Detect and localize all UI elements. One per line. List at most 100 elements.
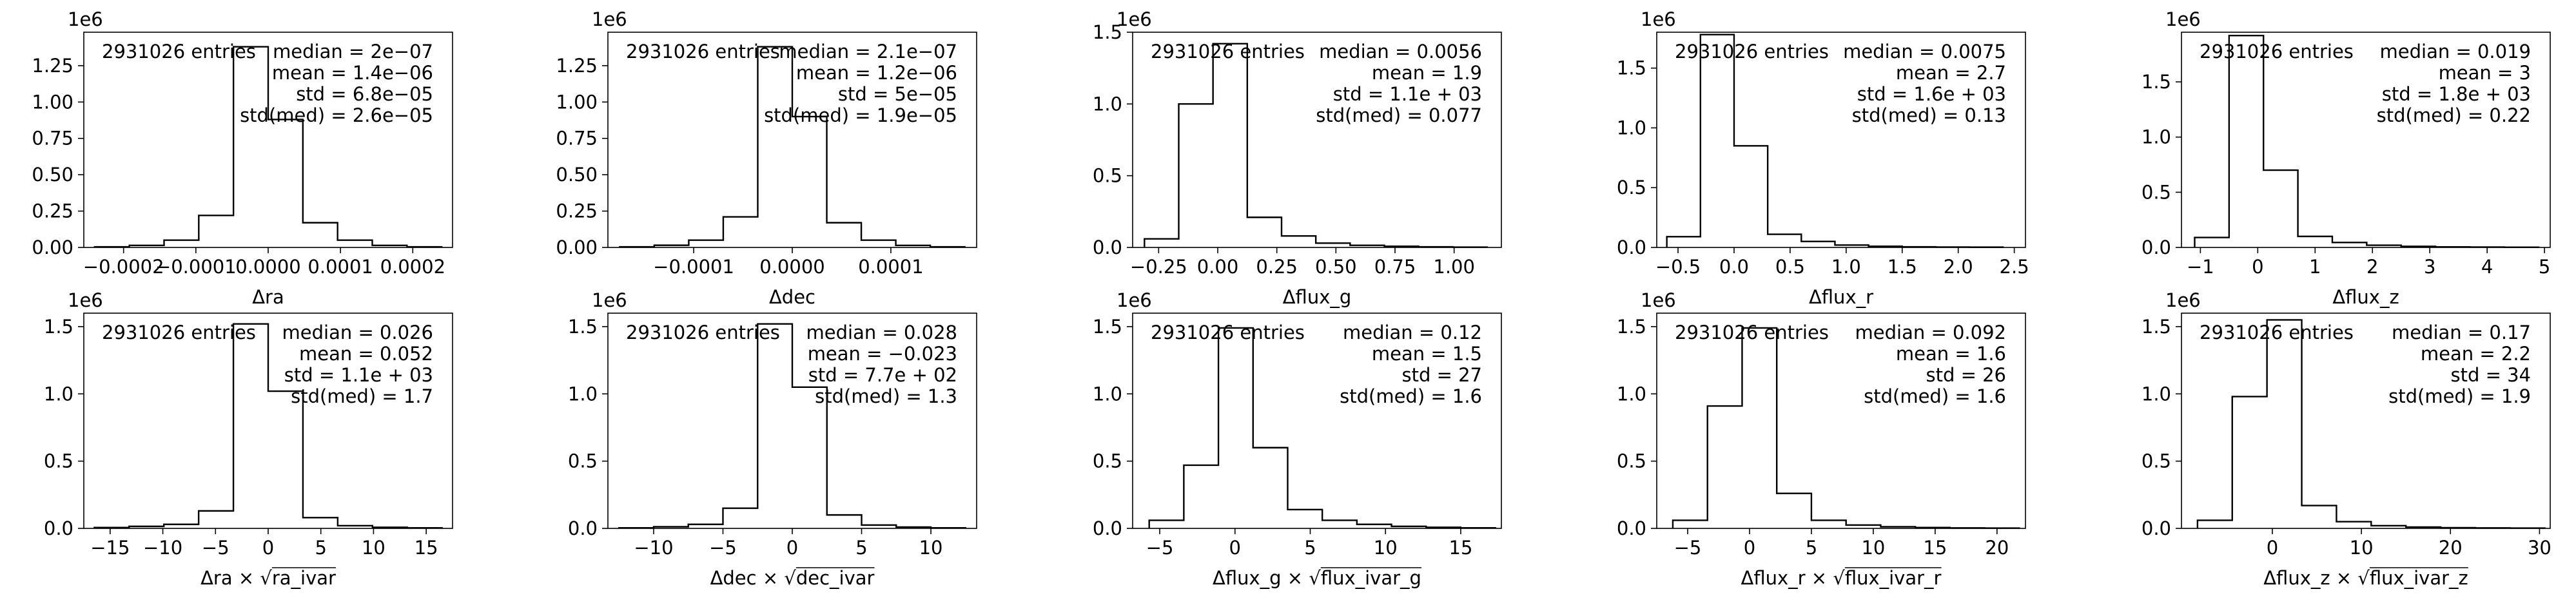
entries-annotation: 2931026 entries — [1675, 322, 1829, 343]
stats-annotation: median = 0.0056 — [1319, 41, 1482, 63]
stats-annotation: std = 1.1e + 03 — [1333, 83, 1482, 105]
y-tick-label: 1.0 — [44, 383, 73, 405]
histogram-step — [1148, 327, 1496, 529]
stats-annotation: std(med) = 1.9e−05 — [764, 104, 957, 126]
histogram-panel: −0.25 0.00 0.25 0.50 0.75 1.000.00.51.01.51e6… — [1093, 8, 1502, 308]
histogram-step — [619, 46, 966, 248]
y-tick-label: 0.5 — [1093, 165, 1122, 187]
x-axis-label: Δflux_z — [2332, 286, 2399, 308]
x-tick-label: 15 — [1923, 537, 1947, 559]
y-tick-label: 0.0 — [1617, 236, 1646, 258]
x-tick-label: 3 — [2424, 256, 2435, 278]
histogram-panel: −0.0001 0.0000 0.0001 0.00 0.25 0.50 0.75 1.00 1… — [556, 8, 977, 308]
y-tick-label: 1.0 — [1093, 93, 1122, 115]
y-tick-label: 0.0 — [1617, 517, 1646, 539]
x-tick-label: −5 — [1146, 537, 1174, 559]
x-axis-label: Δflux_r — [1809, 286, 1873, 308]
histogram-panel: −5 0 5 10 15 0.0 0.5 1.0 1.5 1e6 2931026 entries me… — [1093, 289, 1502, 589]
histogram-step — [618, 323, 966, 529]
stats-annotation: median = 0.092 — [1855, 322, 2006, 343]
stats-annotation: std = 27 — [1401, 364, 1482, 386]
x-tick-label: 10 — [1374, 537, 1398, 559]
y-tick-label: 1.0 — [1617, 117, 1646, 139]
x-tick-label: −0.0002 — [83, 256, 164, 278]
x-tick-label: 0 — [1229, 537, 1241, 559]
y-tick-label: 1.25 — [556, 55, 598, 77]
x-axis-label: Δra — [252, 286, 284, 308]
x-tick-label: 0 — [262, 537, 274, 559]
stats-annotation: mean = −0.023 — [808, 343, 957, 365]
y-tick-label: 1.5 — [2142, 71, 2171, 93]
histogram-panel: −5 0 5 10 15 20 0.0 0.5 1.0 1.5 1e6 2931026 entries… — [1617, 289, 2026, 589]
stats-annotation: std(med) = 1.9 — [2388, 385, 2531, 407]
x-tick-label: −5 — [202, 537, 229, 559]
y-tick-label: 0.5 — [2142, 181, 2171, 203]
y-offset-label: 1e6 — [2165, 8, 2201, 30]
y-tick-label: 0.00 — [32, 236, 73, 258]
stats-annotation: std(med) = 1.7 — [291, 385, 433, 407]
stats-annotation: std = 1.1e + 03 — [284, 364, 433, 386]
stats-annotation: mean = 2.7 — [1896, 62, 2006, 84]
x-tick-label: −5 — [1674, 537, 1702, 559]
x-tick-label: 5 — [315, 537, 326, 559]
x-axis-label: Δflux_g × √flux_ivar_g — [1213, 567, 1421, 589]
x-tick-label: −15 — [90, 537, 130, 559]
x-tick-label: 0 — [2267, 537, 2278, 559]
stats-annotation: std = 5e−05 — [838, 83, 957, 105]
stats-annotation: mean = 0.052 — [299, 343, 433, 365]
stats-annotation: std(med) = 1.6 — [1864, 385, 2006, 407]
entries-annotation: 2931026 entries — [102, 41, 256, 63]
x-tick-label: 2.0 — [1944, 256, 1973, 278]
x-tick-label: 20 — [1985, 537, 2009, 559]
stats-annotation: mean = 2.2 — [2421, 343, 2531, 365]
x-tick-label: 0.0002 — [380, 256, 445, 278]
axes-frame — [1656, 313, 2026, 529]
x-tick-label: 0 — [786, 537, 798, 559]
x-axis-label: Δflux_g — [1283, 286, 1352, 308]
histogram-panel: 0 10 20 30 0.0 0.5 1.0 1.5 1e6 2931026 entries med… — [2142, 289, 2552, 589]
x-tick-label: 0.75 — [1374, 256, 1416, 278]
y-tick-label: 0.0 — [2142, 236, 2171, 258]
x-tick-label: 10 — [919, 537, 943, 559]
stats-annotation: mean = 1.4e−06 — [272, 62, 433, 84]
stats-annotation: std(med) = 0.077 — [1316, 104, 1482, 126]
x-tick-label: −0.25 — [1130, 256, 1187, 278]
x-tick-label: −0.5 — [1655, 256, 1701, 278]
x-tick-label: −10 — [143, 537, 182, 559]
y-offset-label: 1e6 — [2165, 289, 2201, 311]
entries-annotation: 2931026 entries — [1151, 41, 1305, 63]
x-tick-label: 1.5 — [1888, 256, 1917, 278]
y-tick-label: 0.00 — [556, 236, 598, 258]
y-tick-label: 1.5 — [2142, 316, 2171, 338]
x-tick-label: 0.0000 — [235, 256, 300, 278]
entries-annotation: 2931026 entries — [1675, 41, 1829, 63]
stats-annotation: std(med) = 2.6e−05 — [240, 104, 433, 126]
stats-annotation: std(med) = 1.3 — [815, 385, 957, 407]
x-tick-label: 0.0 — [1719, 256, 1749, 278]
y-tick-label: 0.25 — [32, 200, 73, 222]
stats-annotation: std = 26 — [1926, 364, 2006, 386]
stats-annotation: mean = 1.5 — [1372, 343, 1482, 365]
stats-annotation: median = 2e−07 — [273, 41, 433, 63]
histogram-panel: −10 −5 0 5 10 0.0 0.5 1.0 1.5 1e6 2931026 entries m… — [568, 289, 977, 589]
y-offset-label: 1e6 — [1117, 289, 1152, 311]
stats-annotation: median = 0.0075 — [1843, 41, 2006, 63]
x-axis-label: Δdec — [769, 286, 815, 308]
axes-frame — [2181, 313, 2551, 529]
x-tick-label: 0.50 — [1315, 256, 1357, 278]
x-tick-label: 0 — [1744, 537, 1755, 559]
y-tick-label: 1.25 — [32, 55, 73, 77]
histogram-panel: −1 0 1 2 3 4 5 0.0 0.5 1.0 1.5 1e6 2931026 entries me… — [2142, 8, 2551, 308]
x-tick-label: −0.0001 — [653, 256, 734, 278]
y-offset-label: 1e6 — [1641, 289, 1676, 311]
y-tick-label: 1.5 — [44, 316, 73, 338]
entries-annotation: 2931026 entries — [1151, 322, 1305, 343]
x-tick-label: 0 — [2252, 256, 2263, 278]
entries-annotation: 2931026 entries — [2200, 41, 2354, 63]
x-tick-label: −0.0001 — [155, 256, 237, 278]
stats-annotation: mean = 3 — [2439, 62, 2531, 84]
x-axis-label: Δra × √ra_ivar — [200, 567, 336, 589]
y-tick-label: 0.5 — [1617, 450, 1646, 472]
x-tick-label: −1 — [2187, 256, 2214, 278]
y-tick-label: 0.75 — [556, 128, 598, 149]
